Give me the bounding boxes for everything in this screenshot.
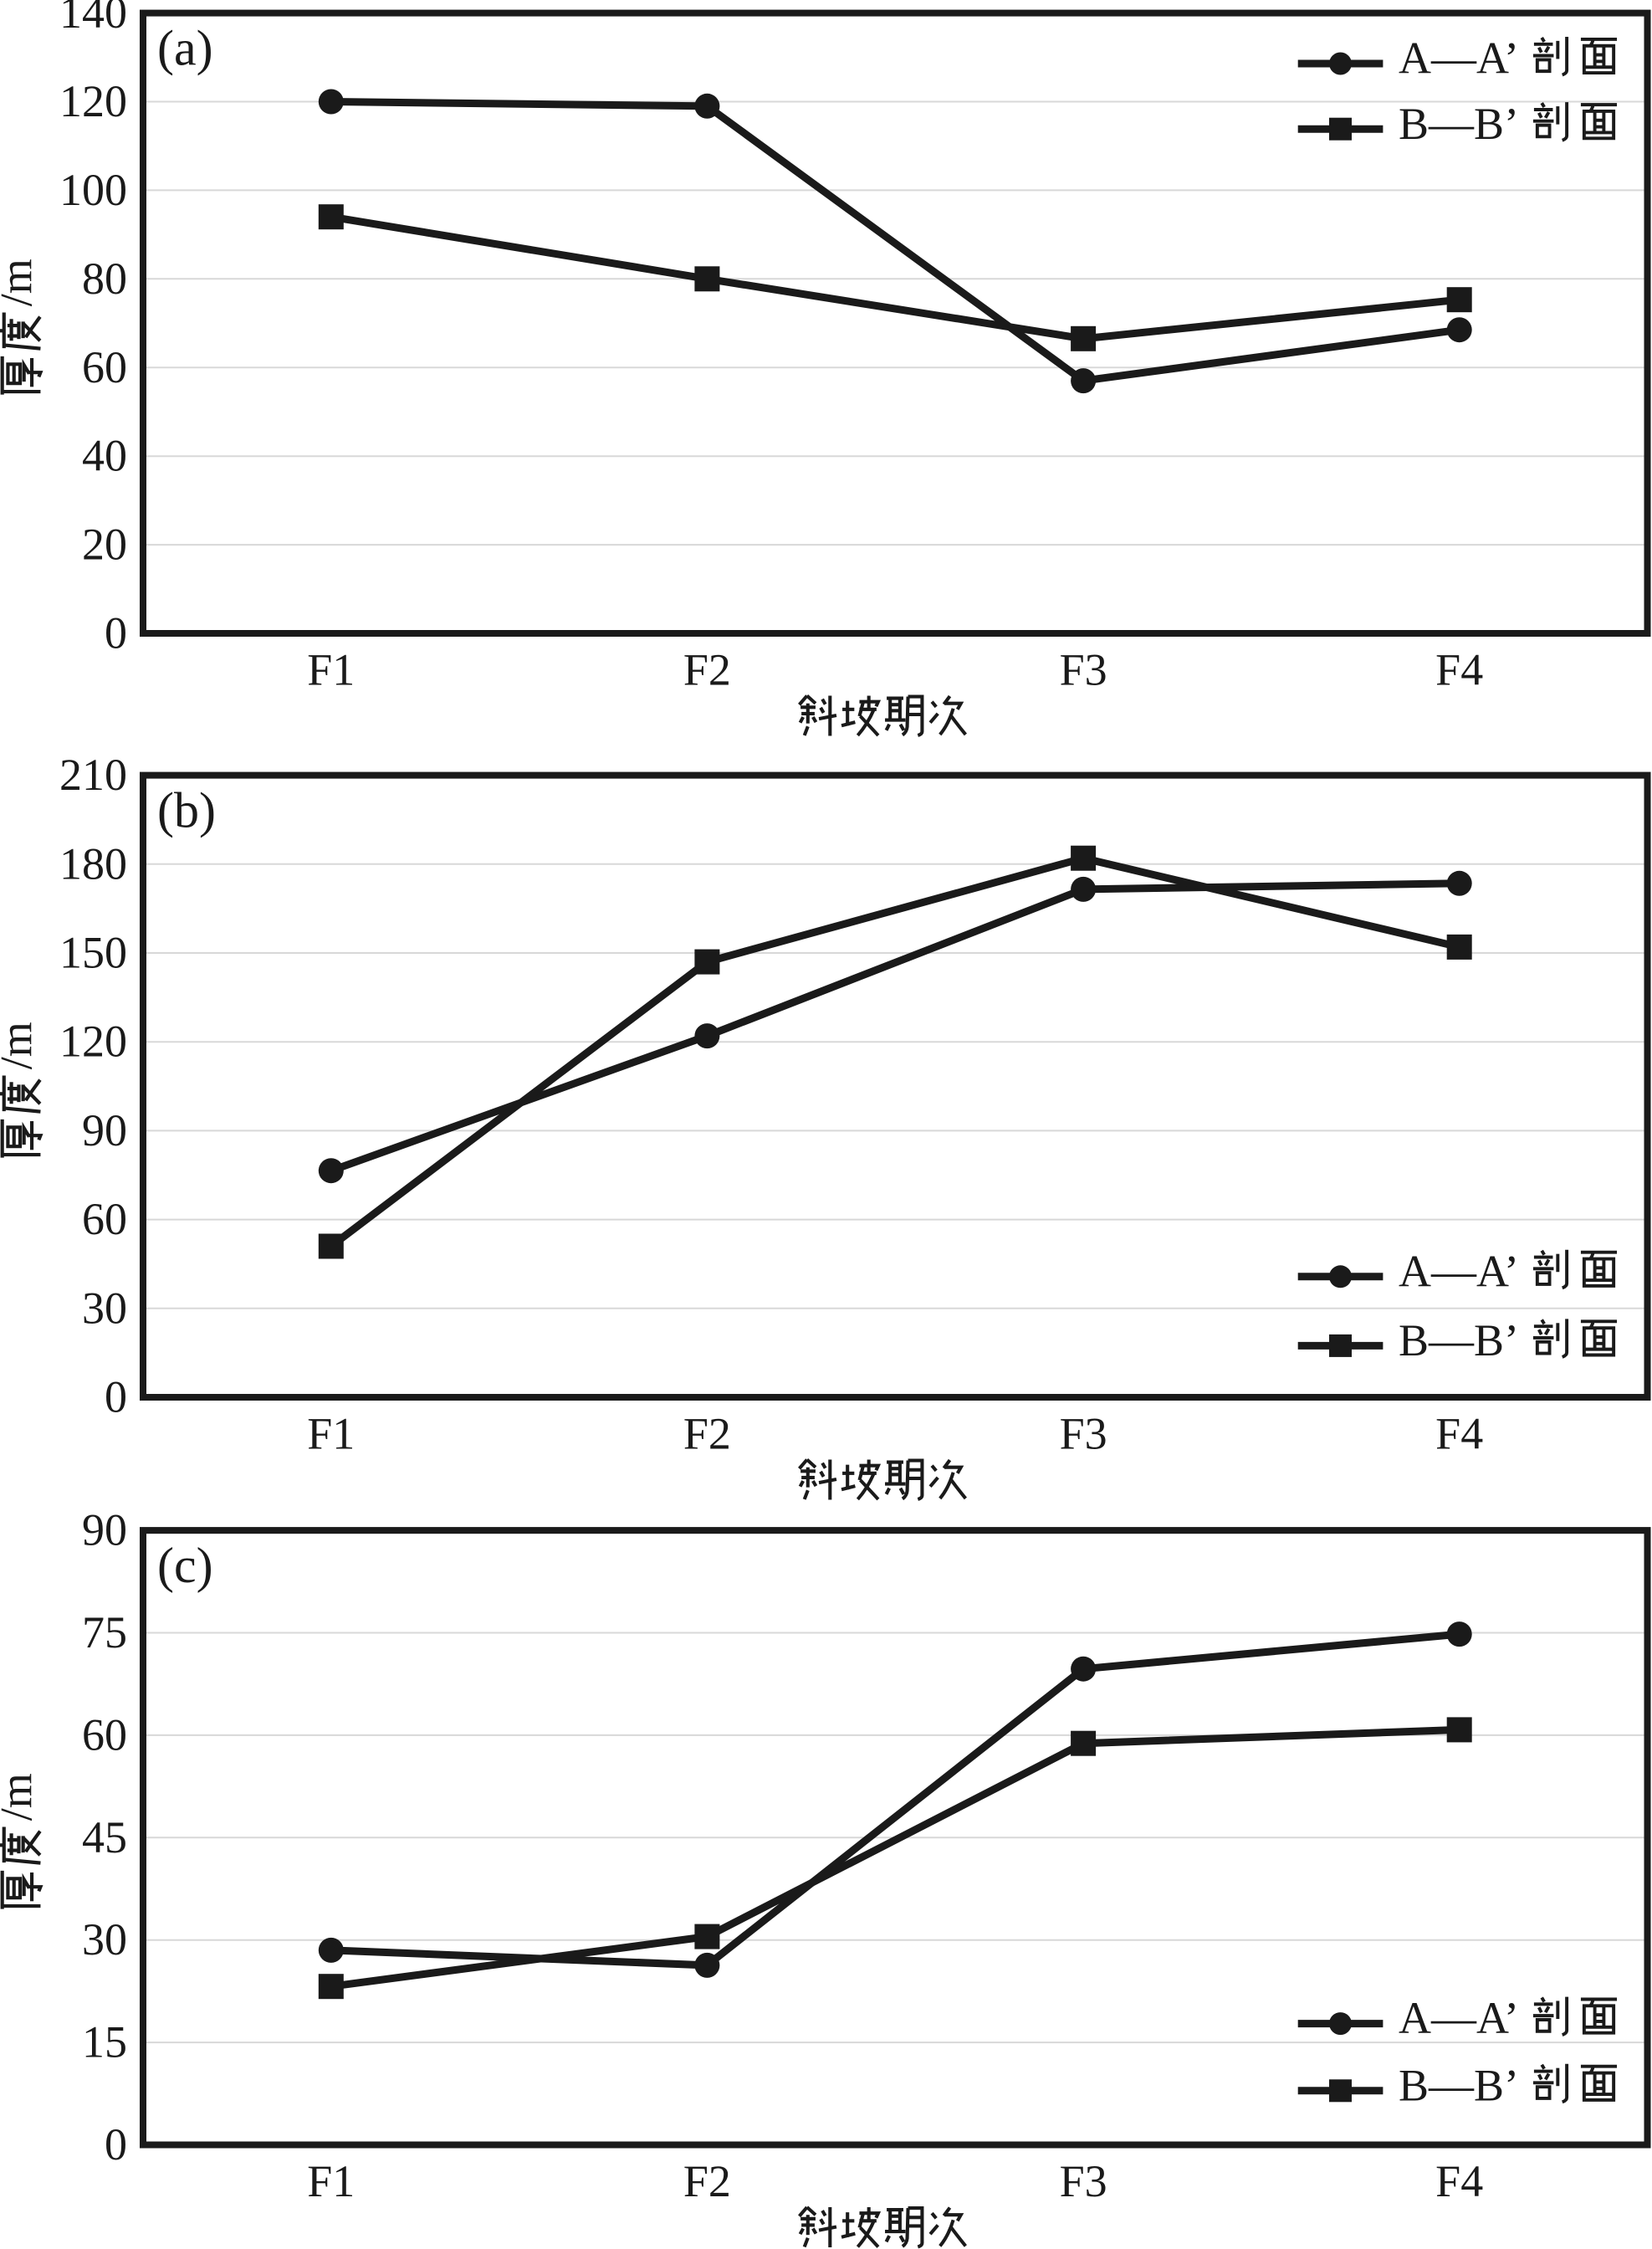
svg-text:100: 100 xyxy=(59,165,127,215)
svg-text:F1: F1 xyxy=(307,645,355,695)
svg-text:120: 120 xyxy=(59,76,127,126)
svg-text:210: 210 xyxy=(59,750,127,800)
svg-text:40: 40 xyxy=(82,431,127,481)
svg-text:20: 20 xyxy=(82,520,127,570)
svg-text:B—B’: B—B’ xyxy=(1399,1315,1519,1365)
svg-text:B—B’: B—B’ xyxy=(1399,2060,1519,2110)
svg-text:F3: F3 xyxy=(1060,1409,1107,1459)
svg-text:60: 60 xyxy=(82,1709,127,1760)
svg-text:180: 180 xyxy=(59,838,127,889)
svg-text:45: 45 xyxy=(82,1812,127,1862)
svg-text:/m: /m xyxy=(0,1773,42,1821)
svg-text:120: 120 xyxy=(59,1017,127,1067)
svg-text:F3: F3 xyxy=(1060,2156,1107,2206)
svg-text:/m: /m xyxy=(0,1022,42,1069)
svg-text:A—A’: A—A’ xyxy=(1399,1993,1519,2043)
svg-text:F2: F2 xyxy=(683,1409,731,1459)
svg-text:0: 0 xyxy=(105,1372,127,1422)
svg-text:F2: F2 xyxy=(683,645,731,695)
svg-text:15: 15 xyxy=(82,2017,127,2067)
svg-text:(c): (c) xyxy=(157,1538,213,1593)
svg-text:F2: F2 xyxy=(683,2156,731,2206)
svg-text:F4: F4 xyxy=(1435,2156,1483,2206)
svg-text:90: 90 xyxy=(82,1105,127,1155)
svg-text:B—B’: B—B’ xyxy=(1399,99,1519,149)
svg-text:150: 150 xyxy=(59,928,127,978)
svg-text:F4: F4 xyxy=(1435,1409,1483,1459)
svg-text:F3: F3 xyxy=(1060,645,1107,695)
svg-text:60: 60 xyxy=(82,1194,127,1244)
svg-text:75: 75 xyxy=(82,1607,127,1657)
svg-text:140: 140 xyxy=(59,0,127,38)
svg-text:30: 30 xyxy=(82,1914,127,1965)
svg-text:60: 60 xyxy=(82,342,127,392)
svg-text:90: 90 xyxy=(82,1505,127,1555)
svg-text:0: 0 xyxy=(105,2119,127,2170)
svg-text:(a): (a) xyxy=(157,21,213,76)
svg-text:F1: F1 xyxy=(307,1409,355,1459)
svg-text:A—A’: A—A’ xyxy=(1399,33,1519,84)
svg-text:(b): (b) xyxy=(157,783,216,838)
svg-text:A—A’: A—A’ xyxy=(1399,1246,1519,1296)
svg-text:0: 0 xyxy=(105,608,127,658)
svg-text:F1: F1 xyxy=(307,2156,355,2206)
svg-text:30: 30 xyxy=(82,1283,127,1333)
svg-text:/m: /m xyxy=(0,259,42,306)
svg-text:80: 80 xyxy=(82,254,127,304)
svg-text:F4: F4 xyxy=(1435,645,1483,695)
